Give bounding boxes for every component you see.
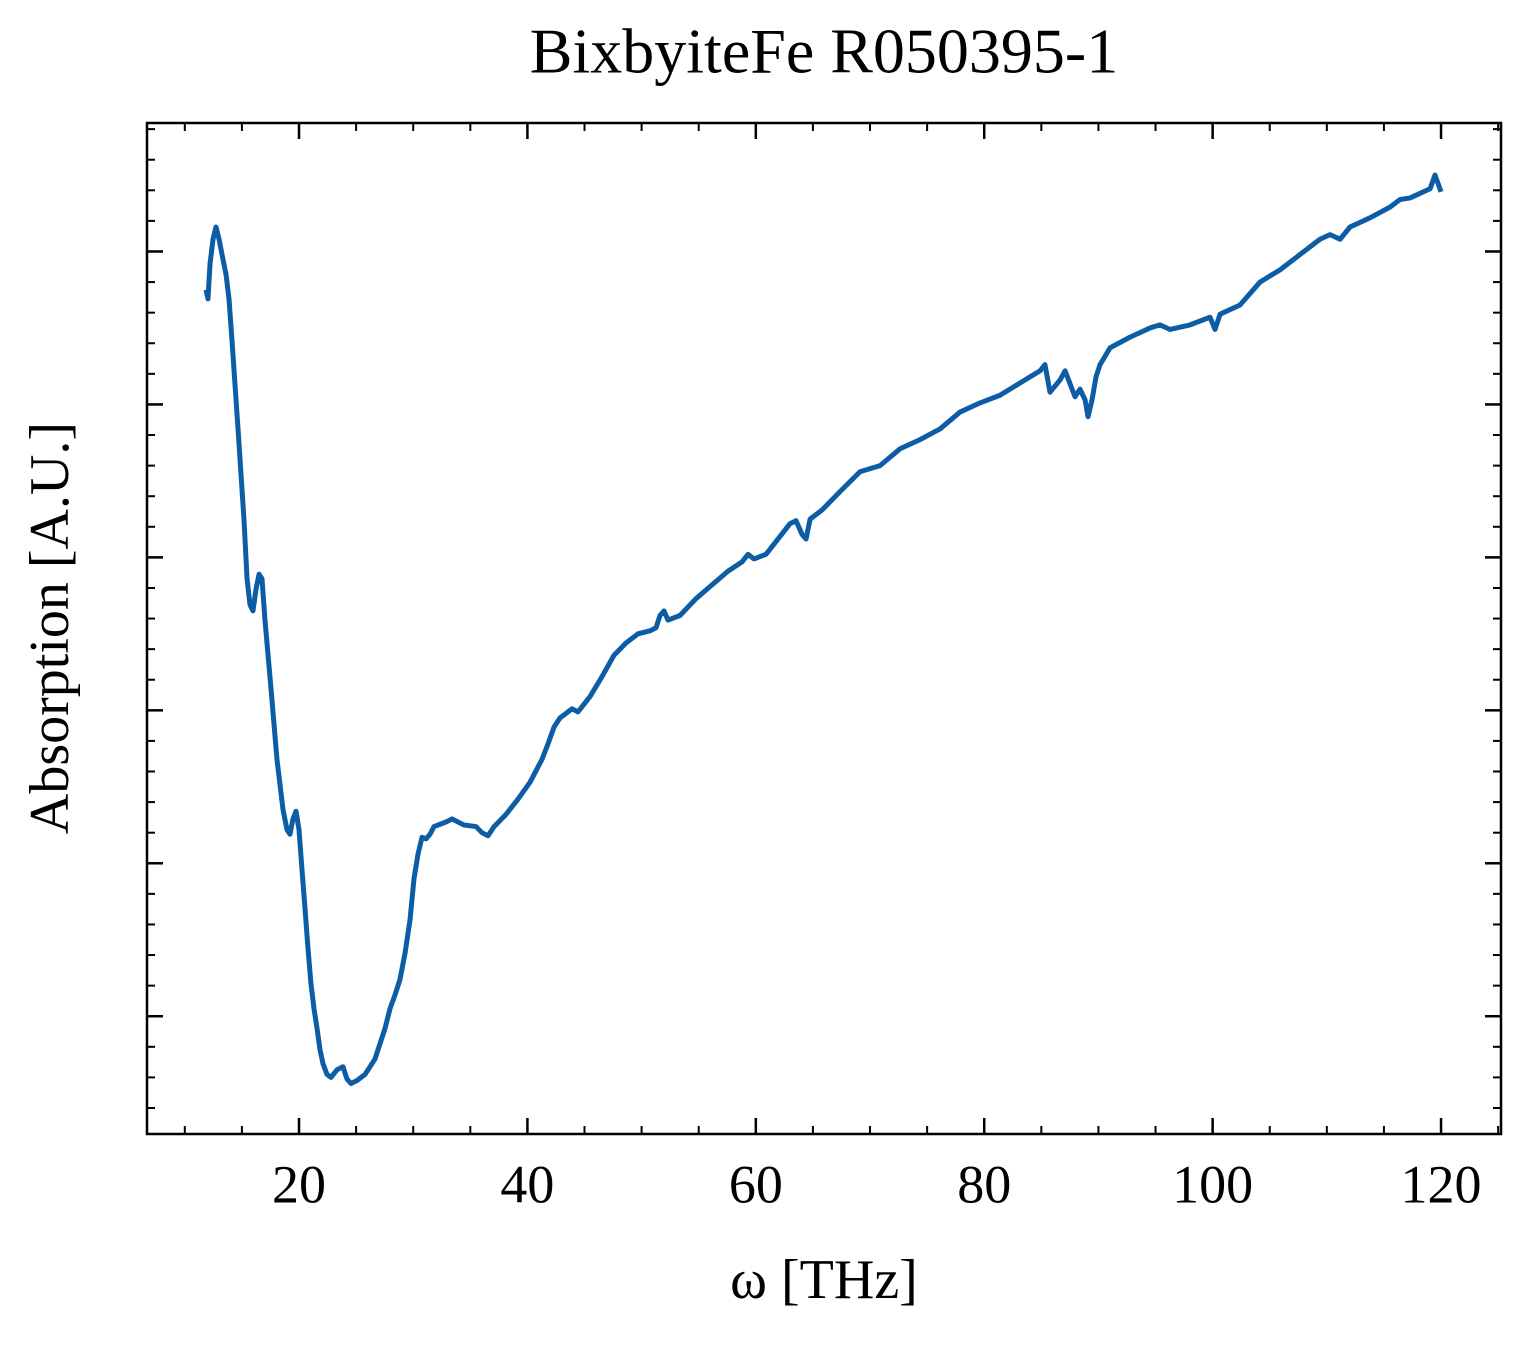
x-tick-label: 40	[500, 1154, 554, 1214]
x-tick-label: 20	[272, 1154, 326, 1214]
x-tick-label: 60	[729, 1154, 783, 1214]
x-tick-label: 80	[957, 1154, 1011, 1214]
y-axis-label: Absorption [A.U.]	[19, 422, 81, 834]
data-line	[203, 172, 1444, 1087]
plot-frame	[145, 121, 1503, 1136]
x-tick-label: 120	[1401, 1154, 1482, 1214]
chart-title: BixbyiteFe R050395-1	[530, 16, 1118, 87]
x-tick-label: 100	[1172, 1154, 1253, 1214]
x-axis-label: ω [THz]	[730, 1249, 918, 1311]
